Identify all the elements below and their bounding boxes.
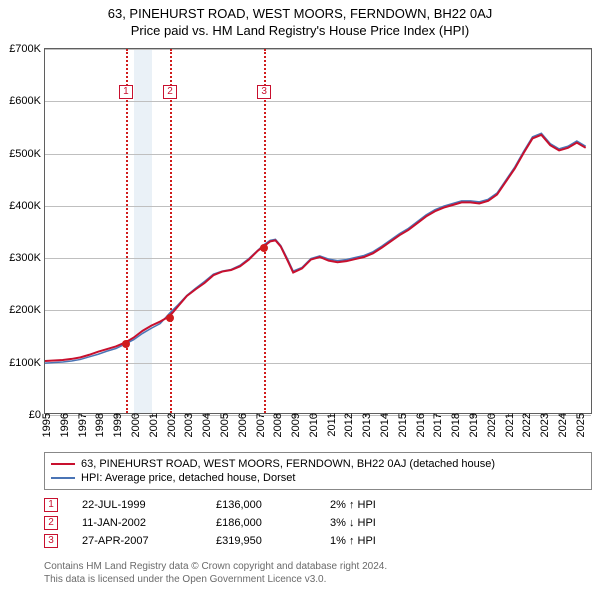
x-axis-label: 2020 <box>482 413 498 437</box>
x-axis-label: 2016 <box>411 413 427 437</box>
legend-swatch-property <box>51 463 75 465</box>
attribution: Contains HM Land Registry data © Crown c… <box>44 561 387 586</box>
attribution-line1: Contains HM Land Registry data © Crown c… <box>44 561 387 574</box>
sales-marker: 1 <box>44 498 58 512</box>
sale-price: £136,000 <box>216 499 326 511</box>
subtitle: Price paid vs. HM Land Registry's House … <box>0 23 600 38</box>
legend-label-property: 63, PINEHURST ROAD, WEST MOORS, FERNDOWN… <box>81 458 495 470</box>
titles: 63, PINEHURST ROAD, WEST MOORS, FERNDOWN… <box>0 0 600 38</box>
x-axis-label: 2024 <box>553 413 569 437</box>
x-axis-label: 2022 <box>517 413 533 437</box>
x-axis-label: 2005 <box>215 413 231 437</box>
x-axis-label: 2025 <box>571 413 587 437</box>
sale-date: 11-JAN-2002 <box>82 517 212 529</box>
sales-row: 1 22-JUL-1999 £136,000 2% ↑ HPI <box>44 496 592 514</box>
x-axis-label: 2015 <box>393 413 409 437</box>
y-axis-label: £200K <box>9 304 45 316</box>
x-axis-label: 2009 <box>286 413 302 437</box>
x-axis-label: 1995 <box>37 413 53 437</box>
legend-label-hpi: HPI: Average price, detached house, Dors… <box>81 472 295 484</box>
chart-container: 63, PINEHURST ROAD, WEST MOORS, FERNDOWN… <box>0 0 600 590</box>
sale-date: 27-APR-2007 <box>82 535 212 547</box>
y-axis-label: £700K <box>9 43 45 55</box>
x-axis-label: 2008 <box>268 413 284 437</box>
x-axis-label: 2004 <box>197 413 213 437</box>
x-axis-label: 2010 <box>304 413 320 437</box>
sale-dot <box>122 340 130 348</box>
sale-date: 22-JUL-1999 <box>82 499 212 511</box>
x-axis-label: 2021 <box>500 413 516 437</box>
x-axis-label: 1998 <box>90 413 106 437</box>
sales-table: 1 22-JUL-1999 £136,000 2% ↑ HPI 2 11-JAN-2002… <box>44 496 592 550</box>
x-axis-label: 1997 <box>73 413 89 437</box>
address-title: 63, PINEHURST ROAD, WEST MOORS, FERNDOWN… <box>0 6 600 21</box>
sales-row: 2 11-JAN-2002 £186,000 3% ↓ HPI <box>44 514 592 532</box>
x-axis-label: 2002 <box>162 413 178 437</box>
attribution-line2: This data is licensed under the Open Gov… <box>44 574 387 587</box>
x-axis-label: 1996 <box>55 413 71 437</box>
x-axis-label: 1999 <box>108 413 124 437</box>
sale-diff: 1% ↑ HPI <box>330 535 450 547</box>
x-axis-label: 2012 <box>339 413 355 437</box>
legend-row-hpi: HPI: Average price, detached house, Dors… <box>51 471 585 485</box>
x-axis-label: 2013 <box>357 413 373 437</box>
x-axis-label: 2000 <box>126 413 142 437</box>
series-line <box>45 133 586 363</box>
x-axis-label: 2006 <box>233 413 249 437</box>
sale-diff: 2% ↑ HPI <box>330 499 450 511</box>
sale-dot <box>166 314 174 322</box>
sale-price: £319,950 <box>216 535 326 547</box>
plot-area: £0£100K£200K£300K£400K£500K£600K£700K199… <box>44 48 592 414</box>
sales-row: 3 27-APR-2007 £319,950 1% ↑ HPI <box>44 532 592 550</box>
x-axis-label: 2011 <box>322 413 338 437</box>
x-axis-label: 2014 <box>375 413 391 437</box>
y-axis-label: £300K <box>9 252 45 264</box>
sale-diff: 3% ↓ HPI <box>330 517 450 529</box>
sale-dot <box>260 244 268 252</box>
y-axis-label: £600K <box>9 95 45 107</box>
legend-swatch-hpi <box>51 477 75 479</box>
x-axis-label: 2023 <box>535 413 551 437</box>
y-axis-label: £400K <box>9 200 45 212</box>
y-axis-label: £100K <box>9 357 45 369</box>
legend-row-property: 63, PINEHURST ROAD, WEST MOORS, FERNDOWN… <box>51 457 585 471</box>
sales-marker: 3 <box>44 534 58 548</box>
x-axis-label: 2018 <box>446 413 462 437</box>
sales-marker: 2 <box>44 516 58 530</box>
x-axis-label: 2017 <box>428 413 444 437</box>
x-axis-label: 2003 <box>179 413 195 437</box>
x-axis-label: 2019 <box>464 413 480 437</box>
y-axis-label: £500K <box>9 148 45 160</box>
x-axis-label: 2001 <box>144 413 160 437</box>
legend-box: 63, PINEHURST ROAD, WEST MOORS, FERNDOWN… <box>44 452 592 490</box>
sale-price: £186,000 <box>216 517 326 529</box>
series-line <box>45 135 586 361</box>
x-axis-label: 2007 <box>251 413 267 437</box>
line-series-svg <box>45 49 591 413</box>
legend-and-sales: 63, PINEHURST ROAD, WEST MOORS, FERNDOWN… <box>44 452 592 550</box>
